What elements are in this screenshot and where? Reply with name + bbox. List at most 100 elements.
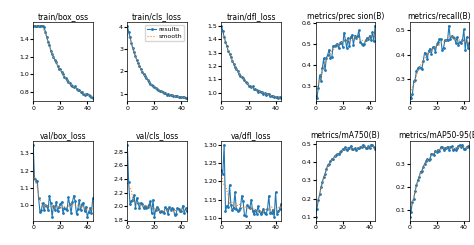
smooth xyxy=(270,95,276,98)
smooth xyxy=(315,197,321,200)
smooth xyxy=(360,39,366,42)
results xyxy=(165,212,171,215)
smooth xyxy=(83,93,89,96)
results xyxy=(228,56,234,59)
smooth xyxy=(36,24,41,27)
results xyxy=(340,45,346,48)
results xyxy=(68,212,74,215)
smooth xyxy=(372,33,378,36)
smooth xyxy=(356,146,362,149)
results xyxy=(90,197,96,200)
smooth xyxy=(234,206,239,208)
results xyxy=(60,211,66,214)
smooth xyxy=(315,83,321,86)
smooth xyxy=(172,209,178,212)
results xyxy=(263,94,269,97)
results xyxy=(454,36,460,39)
smooth xyxy=(445,37,450,40)
smooth xyxy=(267,94,273,97)
results xyxy=(460,143,465,146)
smooth xyxy=(84,94,90,97)
results xyxy=(60,73,66,76)
results xyxy=(427,47,433,50)
smooth xyxy=(341,40,347,43)
smooth xyxy=(139,204,145,207)
smooth xyxy=(269,94,274,97)
results xyxy=(456,43,461,46)
smooth xyxy=(165,93,171,96)
smooth xyxy=(55,205,60,208)
results xyxy=(144,76,149,79)
smooth xyxy=(179,96,184,98)
results xyxy=(411,197,417,200)
smooth xyxy=(251,87,257,90)
smooth xyxy=(144,76,149,79)
smooth xyxy=(163,92,168,95)
smooth xyxy=(333,154,339,157)
smooth xyxy=(179,208,184,211)
smooth xyxy=(340,149,346,152)
smooth xyxy=(44,36,50,38)
results xyxy=(274,95,280,98)
results xyxy=(450,35,456,38)
smooth xyxy=(346,40,352,43)
smooth xyxy=(248,206,254,209)
smooth xyxy=(341,148,347,151)
results xyxy=(332,155,337,158)
results xyxy=(319,181,325,184)
smooth xyxy=(337,41,343,44)
smooth xyxy=(243,206,249,208)
smooth xyxy=(150,206,156,209)
results xyxy=(30,143,36,146)
results xyxy=(368,143,374,146)
results xyxy=(364,146,370,149)
results xyxy=(426,49,431,52)
smooth xyxy=(443,147,449,149)
smooth xyxy=(32,175,37,178)
smooth xyxy=(182,208,188,211)
results xyxy=(161,211,167,214)
results xyxy=(370,31,375,34)
smooth xyxy=(365,37,371,40)
results xyxy=(278,203,284,206)
results xyxy=(253,209,258,212)
smooth xyxy=(237,206,243,209)
results xyxy=(68,83,74,86)
results xyxy=(329,56,335,59)
results xyxy=(234,68,239,71)
results xyxy=(334,42,340,45)
results xyxy=(73,200,78,203)
smooth xyxy=(363,145,368,148)
results xyxy=(182,207,188,210)
results xyxy=(145,79,150,82)
results xyxy=(447,37,453,40)
results xyxy=(35,24,40,27)
smooth xyxy=(453,146,458,149)
results xyxy=(315,199,321,202)
smooth xyxy=(43,32,48,35)
results xyxy=(364,37,370,40)
smooth xyxy=(348,39,354,42)
smooth xyxy=(364,145,370,148)
results xyxy=(256,210,262,213)
results xyxy=(438,37,444,40)
smooth xyxy=(431,152,437,155)
smooth xyxy=(412,191,418,194)
smooth xyxy=(131,200,137,203)
smooth xyxy=(70,84,75,87)
results xyxy=(278,96,284,99)
results xyxy=(177,210,183,213)
smooth xyxy=(357,38,363,41)
smooth xyxy=(466,43,472,46)
smooth xyxy=(321,65,327,68)
results xyxy=(317,193,322,196)
results xyxy=(127,203,133,206)
Title: train/dfl_loss: train/dfl_loss xyxy=(227,12,276,21)
smooth xyxy=(351,37,356,40)
smooth xyxy=(235,70,240,73)
results xyxy=(126,30,131,33)
smooth xyxy=(453,38,458,41)
results xyxy=(324,56,329,59)
smooth xyxy=(87,94,93,97)
smooth xyxy=(62,205,67,208)
